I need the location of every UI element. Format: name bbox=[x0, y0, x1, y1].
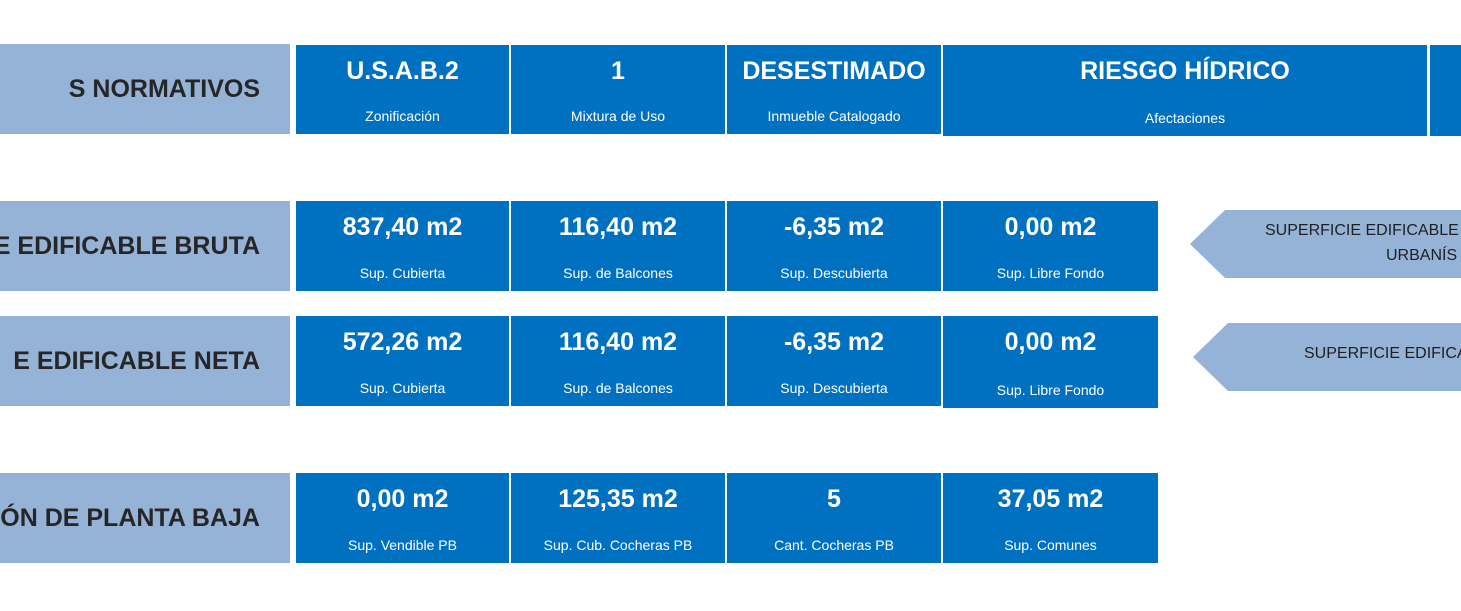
cell-sup-cubierta: 572,26 m2 Sup. Cubierta bbox=[296, 316, 509, 406]
cell-value: 837,40 m2 bbox=[342, 213, 463, 241]
cell-value: -6,35 m2 bbox=[783, 328, 885, 356]
cell-caption: Inmueble Catalogado bbox=[767, 108, 901, 124]
arrow-text-line1: SUPERFICIE EDIFICABLE bbox=[1265, 222, 1459, 239]
row-label-normativos: S NORMATIVOS bbox=[0, 44, 290, 134]
arrow-callout-neta: SUPERFICIE EDIFICA bbox=[1193, 323, 1461, 391]
cell-sup-comunes: 37,05 m2 Sup. Comunes bbox=[943, 473, 1158, 563]
cell-value: RIESGO HÍDRICO bbox=[1080, 57, 1290, 85]
row-label-planta-baja: IÓN DE PLANTA BAJA bbox=[0, 473, 290, 563]
cell-value: -6,35 m2 bbox=[783, 213, 885, 241]
cell-value: 572,26 m2 bbox=[342, 328, 463, 356]
cell-sup-descubierta: -6,35 m2 Sup. Descubierta bbox=[727, 201, 941, 291]
cell-caption: Sup. Comunes bbox=[1004, 537, 1097, 553]
cell-caption: Sup. Cubierta bbox=[359, 380, 446, 396]
arrow-callout-bruta: SUPERFICIE EDIFICABLE URBANÍS bbox=[1190, 210, 1461, 278]
cell-caption: Sup. Libre Fondo bbox=[996, 265, 1105, 281]
cell-sup-libre-fondo: 0,00 m2 Sup. Libre Fondo bbox=[943, 201, 1158, 291]
cell-value: 37,05 m2 bbox=[997, 485, 1104, 513]
cell-caption: Zonificación bbox=[365, 108, 440, 124]
cell-partial-edge bbox=[1430, 45, 1461, 136]
cell-sup-descubierta: -6,35 m2 Sup. Descubierta bbox=[727, 316, 941, 406]
cell-sup-cub-cocheras-pb: 125,35 m2 Sup. Cub. Cocheras PB bbox=[511, 473, 725, 563]
cell-value: 0,00 m2 bbox=[356, 485, 449, 513]
cell-caption: Sup. Cub. Cocheras PB bbox=[543, 537, 693, 553]
cell-caption: Sup. Descubierta bbox=[780, 380, 888, 396]
cell-value: 5 bbox=[827, 485, 841, 513]
cell-inmueble-catalogado: DESESTIMADO Inmueble Catalogado bbox=[727, 45, 941, 134]
cell-caption: Sup. Descubierta bbox=[780, 265, 888, 281]
cell-caption: Afectaciones bbox=[1144, 110, 1226, 126]
cell-mixtura-de-uso: 1 Mixtura de Uso bbox=[511, 45, 725, 134]
cell-caption: Sup. Vendible PB bbox=[348, 537, 457, 553]
cell-value: DESESTIMADO bbox=[742, 57, 926, 85]
cell-value: U.S.A.B.2 bbox=[346, 57, 459, 85]
cell-cant-cocheras-pb: 5 Cant. Cocheras PB bbox=[727, 473, 941, 563]
row-label-edificable-bruta: E EDIFICABLE BRUTA bbox=[0, 201, 290, 291]
cell-caption: Sup. de Balcones bbox=[563, 265, 673, 281]
cell-value: 0,00 m2 bbox=[1004, 213, 1097, 241]
arrow-text-line1: SUPERFICIE EDIFICA bbox=[1304, 345, 1461, 362]
cell-zonificacion: U.S.A.B.2 Zonificación bbox=[296, 45, 509, 134]
cell-value: 1 bbox=[611, 57, 625, 85]
cell-afectaciones: RIESGO HÍDRICO Afectaciones bbox=[943, 45, 1427, 136]
cell-sup-cubierta: 837,40 m2 Sup. Cubierta bbox=[296, 201, 509, 291]
cell-value: 116,40 m2 bbox=[558, 328, 678, 356]
arrow-text-line2: URBANÍS bbox=[1386, 247, 1458, 264]
cell-sup-balcones: 116,40 m2 Sup. de Balcones bbox=[511, 201, 725, 291]
row-label-edificable-neta: E EDIFICABLE NETA bbox=[0, 316, 290, 406]
cell-value: 125,35 m2 bbox=[558, 485, 678, 513]
cell-sup-balcones: 116,40 m2 Sup. de Balcones bbox=[511, 316, 725, 406]
cell-caption: Sup. de Balcones bbox=[563, 380, 673, 396]
cell-sup-libre-fondo: 0,00 m2 Sup. Libre Fondo bbox=[943, 316, 1158, 408]
cell-sup-vendible-pb: 0,00 m2 Sup. Vendible PB bbox=[296, 473, 509, 563]
cell-caption: Sup. Cubierta bbox=[359, 265, 446, 281]
cell-value: 0,00 m2 bbox=[1004, 328, 1097, 356]
cell-caption: Cant. Cocheras PB bbox=[774, 537, 894, 553]
cell-value: 116,40 m2 bbox=[558, 213, 678, 241]
cell-caption: Sup. Libre Fondo bbox=[996, 382, 1105, 398]
cell-caption: Mixtura de Uso bbox=[570, 108, 666, 124]
